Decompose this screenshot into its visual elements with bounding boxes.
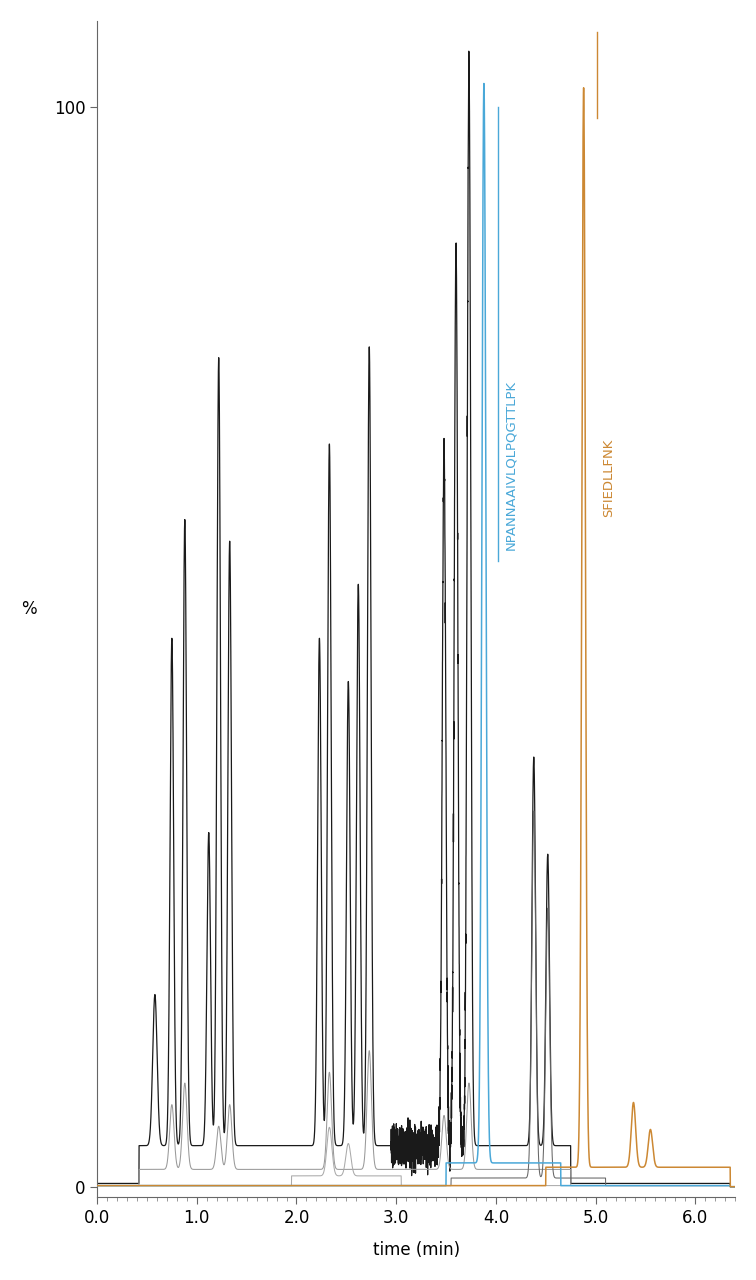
- Text: SFIEDLLFNK: SFIEDLLFNK: [603, 439, 615, 517]
- Text: NPANNAAIVLQLPQGTTLPK: NPANNAAIVLQLPQGTTLPK: [503, 380, 517, 550]
- Y-axis label: %: %: [21, 600, 36, 618]
- X-axis label: time (min): time (min): [373, 1242, 460, 1260]
